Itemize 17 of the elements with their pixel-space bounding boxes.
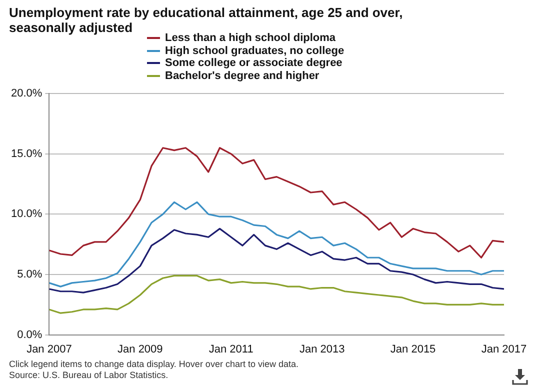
- x-tick-label: Jan 2009: [118, 343, 163, 356]
- source-note: Source: U.S. Bureau of Labor Statistics.: [9, 370, 170, 381]
- legend-label: High school graduates, no college: [165, 44, 344, 57]
- x-tick-label: Jan 2015: [390, 343, 436, 356]
- legend-label: Less than a high school diploma: [165, 32, 336, 44]
- x-tick-label: Jan 2013: [299, 343, 345, 356]
- legend-label: Bachelor's degree and higher: [165, 70, 320, 82]
- y-tick-label: 5.0%: [17, 268, 42, 281]
- y-tick-label: 20.0%: [10, 88, 42, 100]
- text: Click legend items to change data display. Hover over chart to view data.: [9, 359, 298, 370]
- y-tick-label: 15.0%: [10, 148, 42, 160]
- y-tick-label: 0.0%: [17, 328, 42, 341]
- x-tick-label: Jan 2017: [481, 343, 527, 356]
- y-tick-label: 10.0%: [10, 208, 42, 220]
- x-tick-label: Jan 2007: [26, 343, 72, 356]
- x-tick-label: Jan 2011: [208, 343, 254, 356]
- legend-label: Some college or associate degree: [165, 57, 342, 70]
